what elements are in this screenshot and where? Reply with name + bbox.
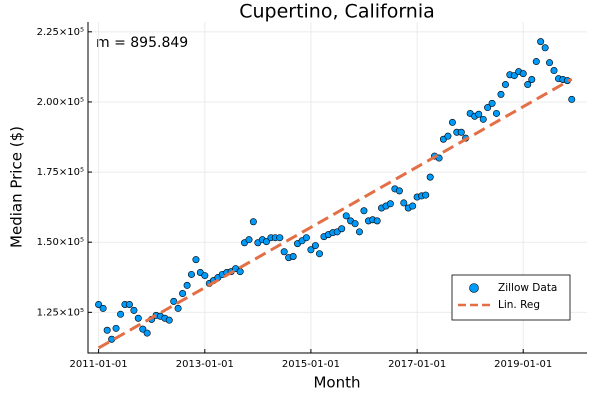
- data-point: [409, 202, 417, 210]
- x-tick-label: 2015-01-01: [282, 359, 340, 370]
- x-tick-label: 2017-01-01: [388, 359, 446, 370]
- data-point: [302, 234, 310, 242]
- data-point: [236, 268, 244, 276]
- data-point: [524, 81, 532, 89]
- data-point: [537, 38, 545, 46]
- data-point: [386, 200, 394, 208]
- data-point: [262, 238, 270, 246]
- legend-label: Zillow Data: [498, 282, 557, 294]
- data-point: [457, 128, 465, 136]
- data-point: [550, 67, 558, 75]
- data-point: [245, 236, 253, 244]
- chart-title: Cupertino, California: [239, 1, 435, 23]
- x-tick-label: 2011-01-01: [70, 359, 128, 370]
- data-point: [170, 297, 178, 305]
- data-point: [510, 72, 518, 80]
- data-point: [134, 314, 142, 322]
- y-tick-label: 1.75×10⁵: [37, 167, 84, 178]
- data-point: [117, 310, 125, 318]
- data-point: [280, 248, 288, 256]
- data-point: [400, 199, 408, 207]
- regression-line: [97, 77, 573, 350]
- axis-frame: [87, 22, 587, 354]
- y-tick-label: 1.25×10⁵: [37, 307, 84, 318]
- data-point: [311, 242, 319, 250]
- y-tick-label: 2.00×10⁵: [37, 97, 84, 108]
- y-tick-label: 1.50×10⁵: [37, 237, 84, 248]
- data-point: [201, 272, 209, 280]
- x-tick-label: 2019-01-01: [494, 359, 552, 370]
- data-point: [112, 324, 120, 332]
- data-point: [143, 329, 151, 337]
- x-axis-label: Month: [313, 374, 360, 392]
- legend-marker: [469, 283, 479, 293]
- data-point: [183, 281, 191, 289]
- annotation: m = 895.849: [96, 35, 188, 51]
- data-point: [475, 110, 483, 118]
- data-point: [351, 220, 359, 228]
- data-point: [501, 81, 509, 89]
- data-point: [395, 187, 403, 195]
- data-point: [139, 325, 147, 333]
- data-point: [95, 300, 103, 308]
- data-point: [315, 250, 323, 258]
- data-point: [568, 95, 576, 103]
- data-point: [187, 270, 195, 278]
- data-point: [338, 225, 346, 233]
- data-point: [108, 335, 116, 343]
- data-point: [355, 228, 363, 236]
- data-point: [130, 306, 138, 314]
- data-point: [99, 304, 107, 312]
- data-point: [532, 58, 540, 66]
- legend-label: Lin. Reg: [498, 299, 540, 311]
- data-point: [492, 109, 500, 117]
- legend-box: [451, 274, 571, 321]
- data-point: [165, 316, 173, 324]
- data-point: [488, 99, 496, 107]
- data-point: [103, 326, 111, 334]
- data-point: [125, 300, 133, 308]
- data-point: [249, 218, 257, 226]
- data-point: [519, 70, 527, 78]
- data-point: [192, 256, 200, 264]
- data-point: [484, 104, 492, 112]
- data-point: [179, 290, 187, 298]
- data-point: [422, 191, 430, 199]
- data-point: [289, 253, 297, 261]
- data-point: [360, 207, 368, 215]
- data-point: [448, 118, 456, 126]
- data-point: [541, 44, 549, 52]
- x-tick-label: 2013-01-01: [176, 359, 234, 370]
- data-point: [444, 132, 452, 140]
- y-axis-label: Median Price ($): [8, 126, 26, 248]
- data-point: [342, 212, 350, 220]
- data-point: [546, 59, 554, 67]
- data-point: [276, 234, 284, 242]
- data-point: [373, 217, 381, 225]
- y-tick-label: 2.25×10⁵: [37, 27, 84, 38]
- data-point: [174, 304, 182, 312]
- data-point: [479, 115, 487, 123]
- data-point: [426, 173, 434, 181]
- legend: Zillow Data Lin. Reg: [451, 274, 571, 321]
- data-point: [497, 90, 505, 98]
- data-point: [528, 76, 536, 84]
- data-point: [307, 246, 315, 254]
